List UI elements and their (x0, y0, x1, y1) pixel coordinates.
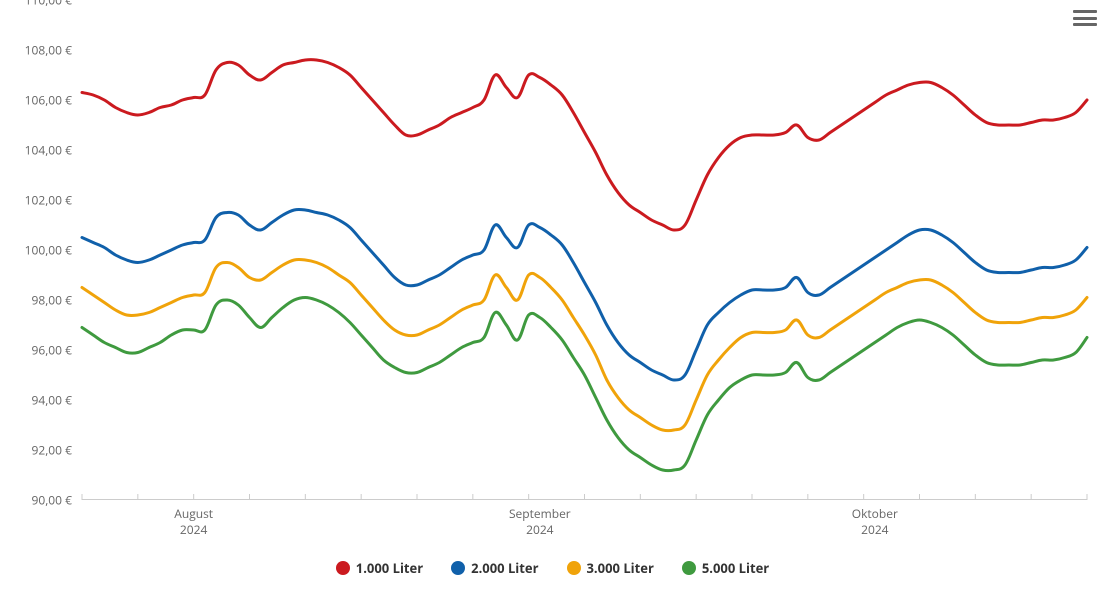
x-tick-label: Oktober2024 (852, 506, 898, 538)
y-tick-label: 98,00 € (31, 292, 72, 309)
legend-label: 3.000 Liter (587, 559, 654, 577)
legend-item[interactable]: 3.000 Liter (567, 559, 654, 577)
legend: 1.000 Liter 2.000 Liter 3.000 Liter 5.000 L… (0, 558, 1105, 580)
series-line (82, 60, 1087, 230)
y-tick-label: 102,00 € (25, 192, 72, 209)
legend-swatch (682, 561, 696, 575)
y-tick-label: 94,00 € (31, 392, 72, 409)
legend-item[interactable]: 5.000 Liter (682, 559, 769, 577)
legend-swatch (336, 561, 350, 575)
x-tick-label: August2024 (174, 506, 213, 538)
chart-svg (82, 0, 1087, 500)
y-tick-label: 90,00 € (31, 492, 72, 509)
y-tick-label: 92,00 € (31, 442, 72, 459)
y-tick-label: 104,00 € (25, 142, 72, 159)
legend-label: 2.000 Liter (471, 559, 538, 577)
legend-swatch (567, 561, 581, 575)
y-tick-label: 96,00 € (31, 342, 72, 359)
price-line-chart: 90,00 € 92,00 € 94,00 € 96,00 € 98,00 € 100,0… (0, 0, 1105, 602)
legend-label: 1.000 Liter (356, 559, 423, 577)
x-tick-label: September2024 (509, 506, 571, 538)
y-tick-label: 108,00 € (25, 42, 72, 59)
series-line (82, 298, 1087, 471)
legend-swatch (451, 561, 465, 575)
y-tick-label: 100,00 € (25, 242, 72, 259)
y-axis: 90,00 €92,00 €94,00 €96,00 €98,00 €100,0… (0, 0, 78, 500)
series-line (82, 209, 1087, 380)
y-tick-label: 110,00 € (25, 0, 72, 9)
plot-area (82, 0, 1087, 500)
legend-item[interactable]: 2.000 Liter (451, 559, 538, 577)
legend-label: 5.000 Liter (702, 559, 769, 577)
legend-item[interactable]: 1.000 Liter (336, 559, 423, 577)
y-tick-label: 106,00 € (25, 92, 72, 109)
